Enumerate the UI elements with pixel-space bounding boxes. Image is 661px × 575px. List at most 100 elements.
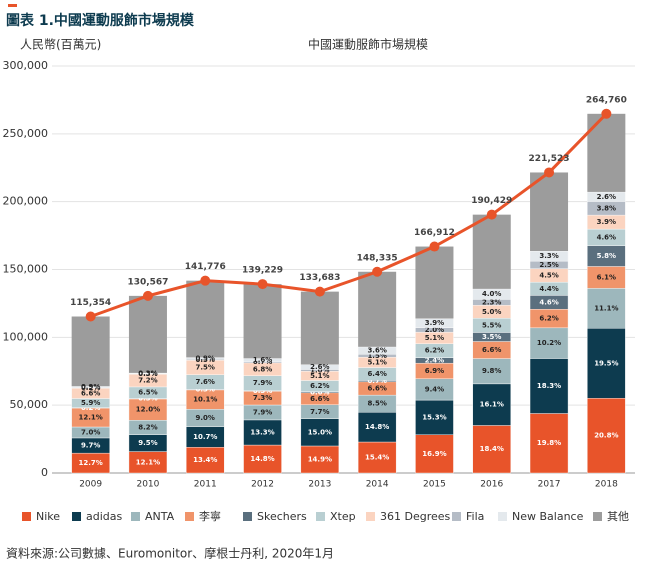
segment-label: 14.9% <box>308 455 332 463</box>
total-point <box>372 267 382 277</box>
segment-label: 4.6% <box>597 233 616 241</box>
legend-label: Nike <box>36 510 60 523</box>
segment-label: 12.7% <box>79 459 103 467</box>
segment-label: 4.5% <box>539 271 558 279</box>
total-label: 190,429 <box>471 196 512 206</box>
legend-swatch <box>316 512 325 521</box>
total-label: 115,354 <box>70 298 111 308</box>
total-label: 139,229 <box>242 266 283 276</box>
segment-label: 8.2% <box>138 423 157 431</box>
segment-label: 16.1% <box>480 401 504 409</box>
legend-swatch <box>185 512 194 521</box>
segment-label: 5.9% <box>81 399 100 407</box>
segment-label: 4.6% <box>539 298 558 306</box>
segment-label: 7.7% <box>310 408 329 416</box>
segment-label: 6.4% <box>367 370 386 378</box>
segment-label: 9.7% <box>81 442 100 450</box>
legend-label: Fila <box>466 510 484 523</box>
segment-label: 12.1% <box>79 414 103 422</box>
segment-label: 5.8% <box>597 252 616 260</box>
total-label: 221,523 <box>529 154 570 164</box>
total-point <box>601 109 611 119</box>
legend-swatch <box>593 512 602 521</box>
total-point <box>258 279 268 289</box>
segment-label: 13.3% <box>250 428 274 436</box>
legend-swatch <box>366 512 375 521</box>
segment-label: 0.3% <box>138 369 157 377</box>
segment-label: 9.4% <box>425 385 444 393</box>
segment-label: 20.8% <box>594 432 618 440</box>
x-tick-label: 2014 <box>366 480 389 490</box>
segment-label: 13.4% <box>193 456 217 464</box>
segment-label: 6.2% <box>539 315 558 323</box>
segment-label: 3.3% <box>539 252 558 260</box>
total-label: 264,760 <box>586 95 627 105</box>
chart-subtitle: 中國運動服飾市場規模 <box>308 37 428 52</box>
segment-label: 9.8% <box>482 367 501 375</box>
segment-label: 6.8% <box>253 365 272 373</box>
segment-label: 6.9% <box>425 367 444 375</box>
legend-label: adidas <box>86 510 123 523</box>
x-tick-label: 2010 <box>136 480 159 490</box>
segment-label: 19.5% <box>594 359 618 367</box>
segment-label: 3.5% <box>482 333 501 341</box>
segment-label: 10.2% <box>537 339 561 347</box>
segment-label: 6.1% <box>597 273 616 281</box>
total-label: 148,335 <box>357 253 398 263</box>
segment-label: 10.1% <box>193 396 217 404</box>
segment-label: 7.6% <box>196 378 215 386</box>
total-label: 130,567 <box>127 277 168 287</box>
segment-label: 6.5% <box>138 389 157 397</box>
y-tick-label: 200,000 <box>3 195 49 208</box>
segment-label: 6.2% <box>425 347 444 355</box>
segment-label: 18.4% <box>480 445 504 453</box>
total-point <box>86 312 96 322</box>
total-point <box>544 167 554 177</box>
y-tick-label: 50,000 <box>10 398 49 411</box>
segment-label: 6.6% <box>482 346 501 354</box>
segment-label: 9.0% <box>196 414 215 422</box>
segment-label: 12.0% <box>136 406 160 414</box>
segment-label: 16.9% <box>422 450 446 458</box>
segment-label: 4.0% <box>482 290 501 298</box>
legend-label: ANTA <box>145 510 175 523</box>
legend-swatch <box>452 512 461 521</box>
legend-swatch <box>243 512 252 521</box>
chart-title: 圖表 1.中國運動服飾市場規模 <box>6 12 195 29</box>
segment-label: 3.9% <box>597 218 616 226</box>
segment-label: 19.8% <box>537 439 561 447</box>
segment-label: 1.6% <box>253 356 272 364</box>
total-point <box>429 242 439 252</box>
legend-label: 其他 <box>607 510 629 523</box>
legend-label: Skechers <box>257 510 307 523</box>
segment-label: 3.8% <box>597 204 616 212</box>
legend-label: 361 Degrees <box>380 510 451 523</box>
legend-swatch <box>22 512 31 521</box>
segment-label: 7.0% <box>81 428 100 436</box>
legend-label: New Balance <box>512 510 584 523</box>
segment-label: 12.1% <box>136 458 160 466</box>
legend-label: Xtep <box>330 510 356 523</box>
y-axis-label: 人民幣(百萬元) <box>20 38 101 52</box>
segment-label: 7.9% <box>253 408 272 416</box>
segment-label: 14.8% <box>365 423 389 431</box>
segment-label: 3.6% <box>367 347 386 355</box>
source-note: 資料來源:公司數據、Euromonitor、摩根士丹利, 2020年1月 <box>6 546 334 561</box>
segment-label: 11.1% <box>594 304 618 312</box>
x-tick-label: 2011 <box>194 480 217 490</box>
total-label: 166,912 <box>414 228 455 238</box>
total-label: 133,683 <box>299 273 340 283</box>
segment-label: 7.3% <box>253 394 272 402</box>
segment-label: 15.4% <box>365 454 389 462</box>
segment-label: 6.2% <box>310 382 329 390</box>
segment-label: 15.3% <box>422 413 446 421</box>
segment-label: 2.6% <box>310 363 329 371</box>
legend-swatch <box>72 512 81 521</box>
y-tick-label: 100,000 <box>3 330 49 343</box>
x-tick-label: 2009 <box>79 480 102 490</box>
segment-label: 0.9% <box>196 354 215 362</box>
segment-label: 0.9% <box>81 383 100 391</box>
x-tick-label: 2015 <box>423 480 446 490</box>
segment-label: 2.6% <box>597 193 616 201</box>
